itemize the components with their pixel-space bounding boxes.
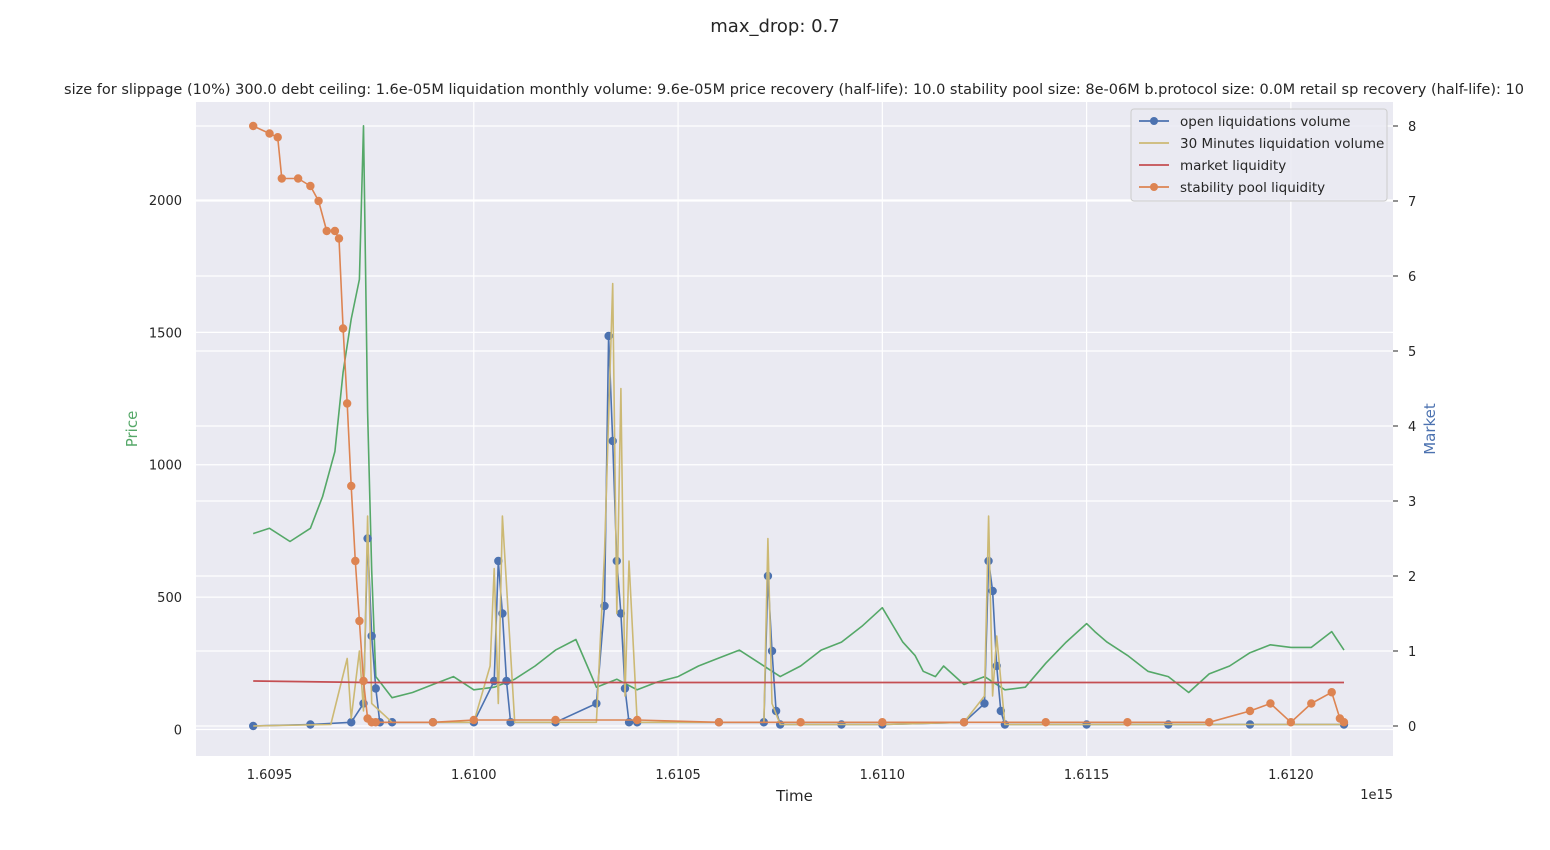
legend: open liquidations volume 30 Minutes liqui… — [1130, 108, 1388, 202]
series-stability-pool-liquidity — [248, 121, 1349, 727]
legend-entry-stability-pool-liquidity: stability pool liquidity — [1180, 180, 1325, 196]
x-tick-label: 1.6095 — [247, 768, 293, 783]
point-stability-pool-liquidity — [293, 174, 303, 183]
point-stability-pool-liquidity — [351, 556, 360, 566]
point-open-liquidations-volume — [608, 436, 617, 446]
legend-marker-open-liquidations-volume — [1150, 117, 1158, 125]
point-stability-pool-liquidity — [1327, 688, 1336, 697]
point-open-liquidations-volume — [763, 571, 773, 581]
chart-title: size for slippage (10%) 300.0 debt ceili… — [64, 82, 1524, 98]
point-stability-pool-liquidity — [347, 481, 356, 491]
y-right-tick-label: 5 — [1408, 345, 1416, 360]
y-right-tick-label: 4 — [1408, 420, 1416, 435]
series-layer — [248, 121, 1349, 731]
point-open-liquidations-volume — [367, 631, 376, 641]
y-left-tick-label: 1000 — [149, 459, 182, 474]
y-left-tick-label: 1500 — [149, 326, 182, 341]
point-stability-pool-liquidity — [428, 718, 438, 727]
y-right-tick-label: 7 — [1408, 195, 1416, 210]
point-open-liquidations-volume — [371, 684, 380, 693]
point-open-liquidations-volume — [248, 721, 258, 731]
point-open-liquidations-volume — [494, 556, 503, 566]
y-right-tick-label: 2 — [1408, 570, 1416, 585]
point-open-liquidations-volume — [767, 646, 777, 656]
y-left-tick-label: 2000 — [149, 194, 182, 209]
x-tick-label: 1.6120 — [1268, 768, 1314, 783]
point-stability-pool-liquidity — [1041, 718, 1050, 727]
point-open-liquidations-volume — [502, 676, 511, 686]
legend-entry-market-liquidity: market liquidity — [1180, 158, 1286, 174]
point-stability-pool-liquidity — [1204, 718, 1214, 727]
figure-suptitle: max_drop: 0.7 — [710, 16, 840, 37]
series-30-minutes-liquidation-volume — [253, 282, 1344, 727]
x-axis-offset-label: 1e15 — [1360, 788, 1393, 803]
point-stability-pool-liquidity — [1245, 706, 1255, 716]
point-stability-pool-liquidity — [265, 129, 274, 138]
tick-labels: 1.6095 1.6100 1.6105 1.6110 1.6115 1.6120 0 500… — [149, 120, 1416, 783]
point-stability-pool-liquidity — [306, 181, 315, 191]
point-stability-pool-liquidity — [338, 324, 348, 333]
point-stability-pool-liquidity — [959, 718, 969, 727]
point-stability-pool-liquidity — [878, 718, 887, 727]
point-open-liquidations-volume — [592, 699, 601, 708]
point-stability-pool-liquidity — [1307, 699, 1316, 708]
plot-area — [196, 102, 1393, 756]
point-open-liquidations-volume — [616, 609, 626, 618]
x-tick-label: 1.6100 — [451, 768, 497, 783]
x-tick-label: 1.6105 — [655, 768, 701, 783]
point-stability-pool-liquidity — [551, 715, 560, 725]
series-market-liquidity — [253, 680, 1344, 684]
point-stability-pool-liquidity — [359, 676, 368, 686]
point-stability-pool-liquidity — [330, 226, 340, 236]
point-stability-pool-liquidity — [355, 616, 364, 626]
point-stability-pool-liquidity — [714, 718, 724, 727]
point-stability-pool-liquidity — [1266, 699, 1275, 708]
point-stability-pool-liquidity — [314, 196, 323, 206]
x-axis-label: Time — [775, 787, 813, 805]
y-right-tick-label: 0 — [1408, 720, 1416, 735]
legend-frame — [1130, 108, 1388, 202]
x-tick-label: 1.6115 — [1064, 768, 1110, 783]
legend-entry-open-liquidations-volume: open liquidations volume — [1180, 114, 1350, 130]
point-stability-pool-liquidity — [334, 234, 344, 243]
x-tick-label: 1.6110 — [860, 768, 906, 783]
point-stability-pool-liquidity — [277, 174, 286, 183]
y-right-tick-label: 6 — [1408, 270, 1416, 285]
series-line-30-minutes-liquidation-volume — [253, 282, 1344, 727]
point-open-liquidations-volume — [980, 699, 989, 708]
point-stability-pool-liquidity — [371, 718, 380, 727]
point-open-liquidations-volume — [347, 718, 356, 727]
y-right-tick-label: 8 — [1408, 120, 1416, 135]
legend-marker-stability-pool-liquidity — [1150, 183, 1158, 191]
point-stability-pool-liquidity — [796, 718, 805, 727]
point-stability-pool-liquidity — [248, 121, 258, 131]
y-right-tick-label: 3 — [1408, 495, 1416, 510]
series-line-price — [252, 125, 1345, 699]
point-stability-pool-liquidity — [1123, 718, 1132, 727]
legend-entry-30-minutes-liquidation-volume: 30 Minutes liquidation volume — [1180, 136, 1384, 152]
series-line-market-liquidity — [253, 680, 1344, 684]
point-stability-pool-liquidity — [469, 715, 479, 725]
y-axis-left-label: Price — [123, 411, 141, 448]
point-open-liquidations-volume — [984, 556, 993, 566]
point-stability-pool-liquidity — [1339, 718, 1349, 727]
point-stability-pool-liquidity — [342, 399, 352, 408]
y-axis-right-label: Market — [1421, 403, 1439, 455]
point-stability-pool-liquidity — [322, 226, 331, 236]
y-right-tick-label: 1 — [1408, 645, 1416, 660]
point-stability-pool-liquidity — [273, 133, 282, 142]
point-stability-pool-liquidity — [1286, 718, 1296, 727]
point-stability-pool-liquidity — [633, 715, 642, 725]
y-left-tick-label: 0 — [174, 724, 182, 739]
series-price — [252, 125, 1345, 699]
y-left-tick-label: 500 — [157, 591, 182, 606]
